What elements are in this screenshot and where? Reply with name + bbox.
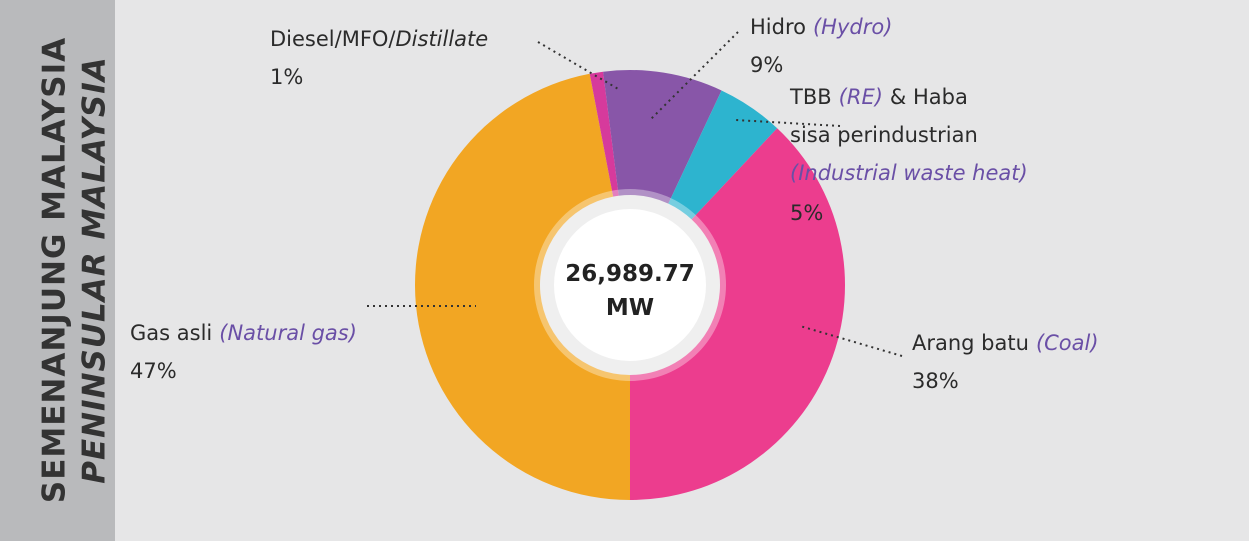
value-label: 9% <box>750 53 783 77</box>
label-part: & Haba <box>890 85 968 109</box>
value-label: 5% <box>790 201 823 225</box>
value-label: 1% <box>270 65 303 89</box>
leader-line <box>537 41 621 91</box>
slice-label: (Industrial waste heat) <box>790 161 1028 185</box>
label-part: Gas asli <box>130 321 212 345</box>
donut-slice <box>415 73 630 501</box>
value-label: 38% <box>912 369 959 393</box>
donut-hole <box>554 209 706 361</box>
label-part: (Coal) <box>1036 331 1099 355</box>
label-part: Diesel/MFO/ <box>270 27 396 51</box>
chart-title: SEMENANJUNG MALAYSIA <box>37 37 73 503</box>
leader-line <box>649 31 739 121</box>
value-label: 47% <box>130 359 177 383</box>
label-part: (Industrial waste heat) <box>790 161 1028 185</box>
chart-subtitle: PENINSULAR MALAYSIA <box>77 56 113 484</box>
label-part: (Hydro) <box>813 15 892 39</box>
slice-label: Arang batu (Coal) <box>912 331 1099 355</box>
donut-slice <box>589 71 619 197</box>
label-part: TBB <box>789 85 832 109</box>
label-part: Distillate <box>396 27 489 51</box>
label-part: sisa perindustrian <box>790 123 978 147</box>
donut-slice <box>668 90 778 220</box>
slice-label: Gas asli (Natural gas) <box>130 321 357 345</box>
center-value: 26,989.77 <box>565 261 695 287</box>
donut-slice <box>603 69 722 204</box>
label-part: Hidro <box>750 15 806 39</box>
slice-label: Hidro (Hydro) <box>750 15 892 39</box>
label-part: (Natural gas) <box>219 321 357 345</box>
slice-label: TBB (RE) & Haba <box>789 85 968 109</box>
label-part: (RE) <box>839 85 883 109</box>
slice-label: Diesel/MFO/Distillate <box>270 27 488 51</box>
side-band <box>0 0 115 541</box>
slice-label: sisa perindustrian <box>790 123 978 147</box>
center-unit: MW <box>606 295 654 321</box>
label-part: Arang batu <box>912 331 1029 355</box>
donut-slice <box>630 128 845 501</box>
